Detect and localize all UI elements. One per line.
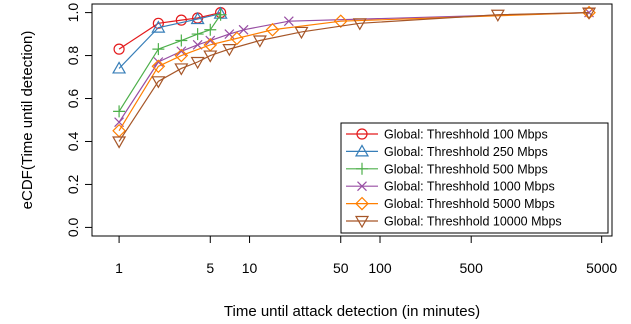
legend-marker — [354, 144, 370, 157]
data-point — [190, 11, 205, 25]
data-point — [352, 18, 367, 31]
data-point — [112, 61, 127, 74]
series-3 — [113, 8, 227, 118]
data-point — [283, 16, 294, 27]
legend-item: Global: Threshhold 5000 Mbps — [346, 196, 555, 211]
series-layer — [112, 5, 597, 149]
data-point — [113, 43, 125, 55]
legend-label: Global: Threshhold 10000 Mbps — [384, 215, 562, 229]
data-point — [333, 14, 348, 29]
data-point — [151, 20, 166, 33]
legend-label: Global: Threshhold 500 Mbps — [384, 162, 548, 176]
legend-label: Global: Threshhold 5000 Mbps — [384, 197, 555, 211]
data-point — [191, 28, 204, 41]
legend-label: Global: Threshhold 250 Mbps — [384, 145, 548, 159]
legend-marker — [355, 196, 369, 211]
data-point — [112, 136, 127, 149]
x-tick-label: 100 — [368, 260, 392, 276]
series-line — [118, 13, 221, 69]
x-tick-label: 50 — [333, 260, 349, 276]
series-line — [118, 14, 222, 112]
data-point — [151, 76, 166, 89]
legend: Global: Threshhold 100 Mbps Global: Thres… — [340, 122, 609, 234]
y-tick-label: 1.0 — [65, 3, 81, 23]
y-tick-label: 0.0 — [65, 217, 81, 237]
x-tick-label: 1 — [115, 260, 123, 276]
x-tick-label: 5000 — [586, 260, 617, 276]
data-point — [490, 9, 505, 22]
data-point — [581, 7, 597, 20]
data-point — [230, 31, 244, 46]
series-line — [118, 11, 590, 142]
legend-marker — [357, 181, 367, 192]
legend-item: Global: Threshhold 100 Mbps — [346, 128, 548, 142]
data-point — [174, 63, 189, 76]
data-point — [174, 48, 189, 63]
legend-item: Global: Threshhold 1000 Mbps — [346, 180, 555, 194]
x-tick-label: 10 — [242, 260, 258, 276]
legend-label: Global: Threshhold 100 Mbps — [384, 128, 548, 142]
data-point — [222, 44, 237, 57]
data-point — [294, 26, 309, 40]
data-point — [151, 59, 166, 74]
data-point — [204, 23, 217, 36]
legend-marker — [356, 162, 368, 175]
legend-marker — [356, 128, 368, 140]
data-point — [238, 24, 249, 35]
y-tick-label: 0.4 — [65, 132, 81, 152]
data-point — [252, 35, 267, 48]
y-tick-label: 0.6 — [65, 89, 81, 109]
legend-item: Global: Threshhold 250 Mbps — [346, 144, 548, 159]
legend-marker — [354, 215, 370, 229]
y-tick-label: 0.8 — [65, 46, 81, 66]
data-point — [265, 22, 280, 37]
legend-item: Global: Threshhold 500 Mbps — [346, 162, 548, 176]
data-point — [214, 8, 227, 21]
legend-item: Global: Threshhold 10000 Mbps — [346, 215, 562, 229]
data-point — [190, 56, 205, 70]
data-point — [203, 50, 218, 63]
data-point — [175, 34, 188, 47]
data-point — [152, 43, 165, 56]
legend-label: Global: Threshhold 1000 Mbps — [384, 180, 555, 194]
y-axis-label: eCDF(Time until detection) — [19, 31, 36, 210]
y-axis: 0.0 0.2 0.4 0.6 0.8 1.0 — [65, 3, 93, 237]
data-point — [175, 14, 187, 26]
x-axis: 1 5 10 50 100 500 5000 — [115, 235, 617, 276]
series-6 — [112, 7, 597, 149]
series-4 — [114, 7, 594, 128]
x-tick-label: 5 — [206, 260, 214, 276]
y-tick-label: 0.2 — [65, 175, 81, 195]
x-axis-label: Time until attack detection (in minutes) — [224, 303, 480, 320]
data-point — [113, 105, 126, 118]
series-line — [118, 12, 221, 50]
x-tick-label: 500 — [460, 260, 484, 276]
legend-box — [340, 122, 609, 234]
